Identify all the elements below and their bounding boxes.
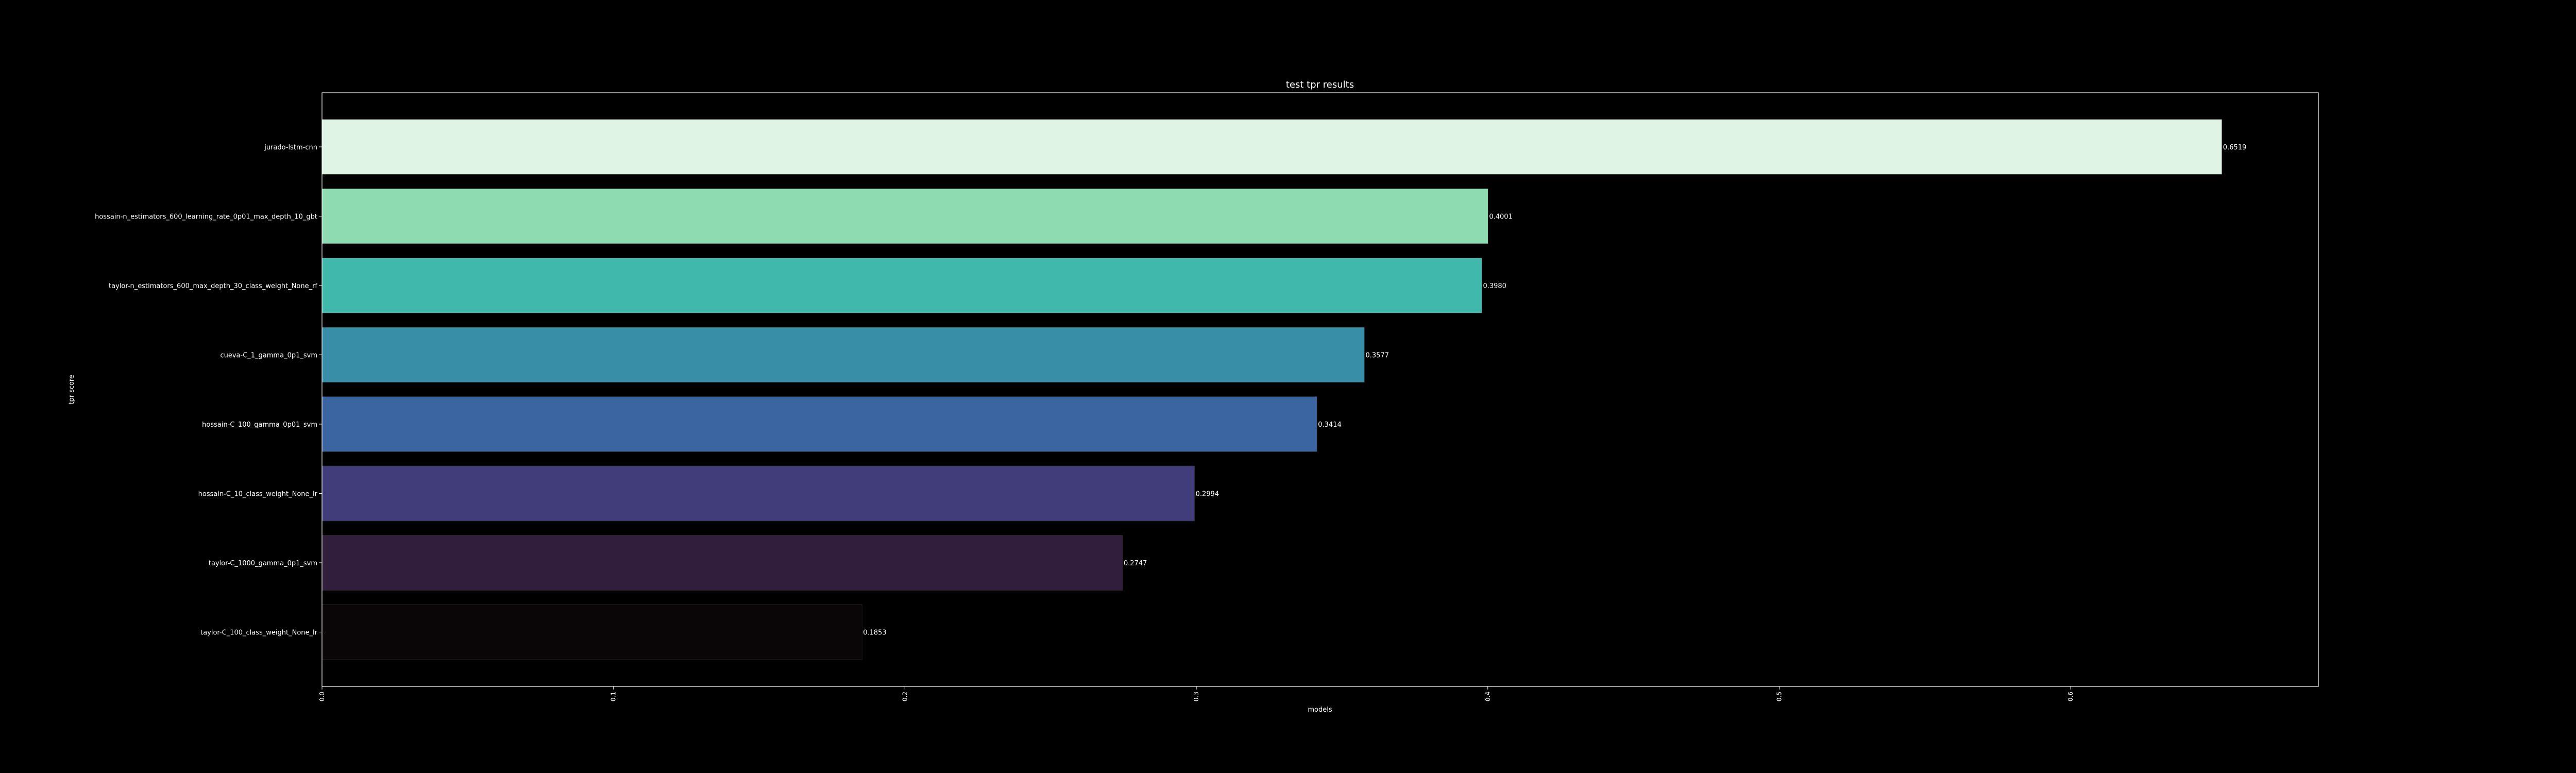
category-label-8: taylor-C_100_class_weight_None_lr [200,629,318,637]
x-tick-label-1: 0.0 [318,692,326,701]
category-label-5: hossain-C_100_gamma_0p01_svm [202,421,317,429]
x-tick-label-5: 0.4 [1484,692,1492,701]
x-tick-label-3: 0.2 [901,692,908,701]
category-label-6: hossain-C_10_class_weight_None_lr [198,491,318,498]
value-label-5: 0.3414 [1318,421,1342,429]
x-tick-label-4: 0.3 [1193,692,1200,701]
bar-1 [321,119,2223,175]
x-axis-label: models [1308,706,1332,714]
bar-2 [321,188,1488,244]
bar-7 [321,535,1123,591]
bar-3 [321,258,1482,313]
bar-4 [321,327,1365,383]
value-labels-layer: 0.6519 0.4001 0.3980 0.3577 0.3414 0.2994 0.27… [863,144,2246,637]
value-label-3: 0.3980 [1483,282,1506,290]
plot-frame [321,92,2319,687]
value-label-1: 0.6519 [2223,144,2247,152]
category-label-1: jurado-lstm-cnn [264,144,317,152]
y-axis-label: tpr score [68,375,76,405]
value-label-4: 0.3577 [1365,352,1389,360]
chart-title: test tpr results [1286,79,1354,90]
x-tick-label-6: 0.5 [1775,692,1783,701]
x-tick-label-2: 0.1 [610,692,617,701]
category-labels-layer: jurado-lstm-cnn hossain-n_estimators_600_… [95,144,322,637]
category-label-2: hossain-n_estimators_600_learning_rate_0… [95,213,317,221]
x-ticks-layer: 0.0 0.1 0.2 0.3 0.4 0.5 0.6 [318,686,2074,701]
bar-5 [321,396,1317,452]
value-label-2: 0.4001 [1489,213,1513,221]
category-label-3: taylor-n_estimators_600_max_depth_30_cla… [109,282,317,290]
category-label-4: cueva-C_1_gamma_0p1_svm [220,352,317,360]
category-label-7: taylor-C_1000_gamma_0p1_svm [209,560,317,567]
value-label-8: 0.1853 [863,629,887,637]
bars-layer [321,119,2223,660]
value-label-7: 0.2747 [1124,560,1147,567]
value-label-6: 0.2994 [1196,491,1219,498]
bar-8 [321,604,862,660]
bar-6 [321,465,1195,522]
x-tick-label-7: 0.6 [2067,692,2074,701]
